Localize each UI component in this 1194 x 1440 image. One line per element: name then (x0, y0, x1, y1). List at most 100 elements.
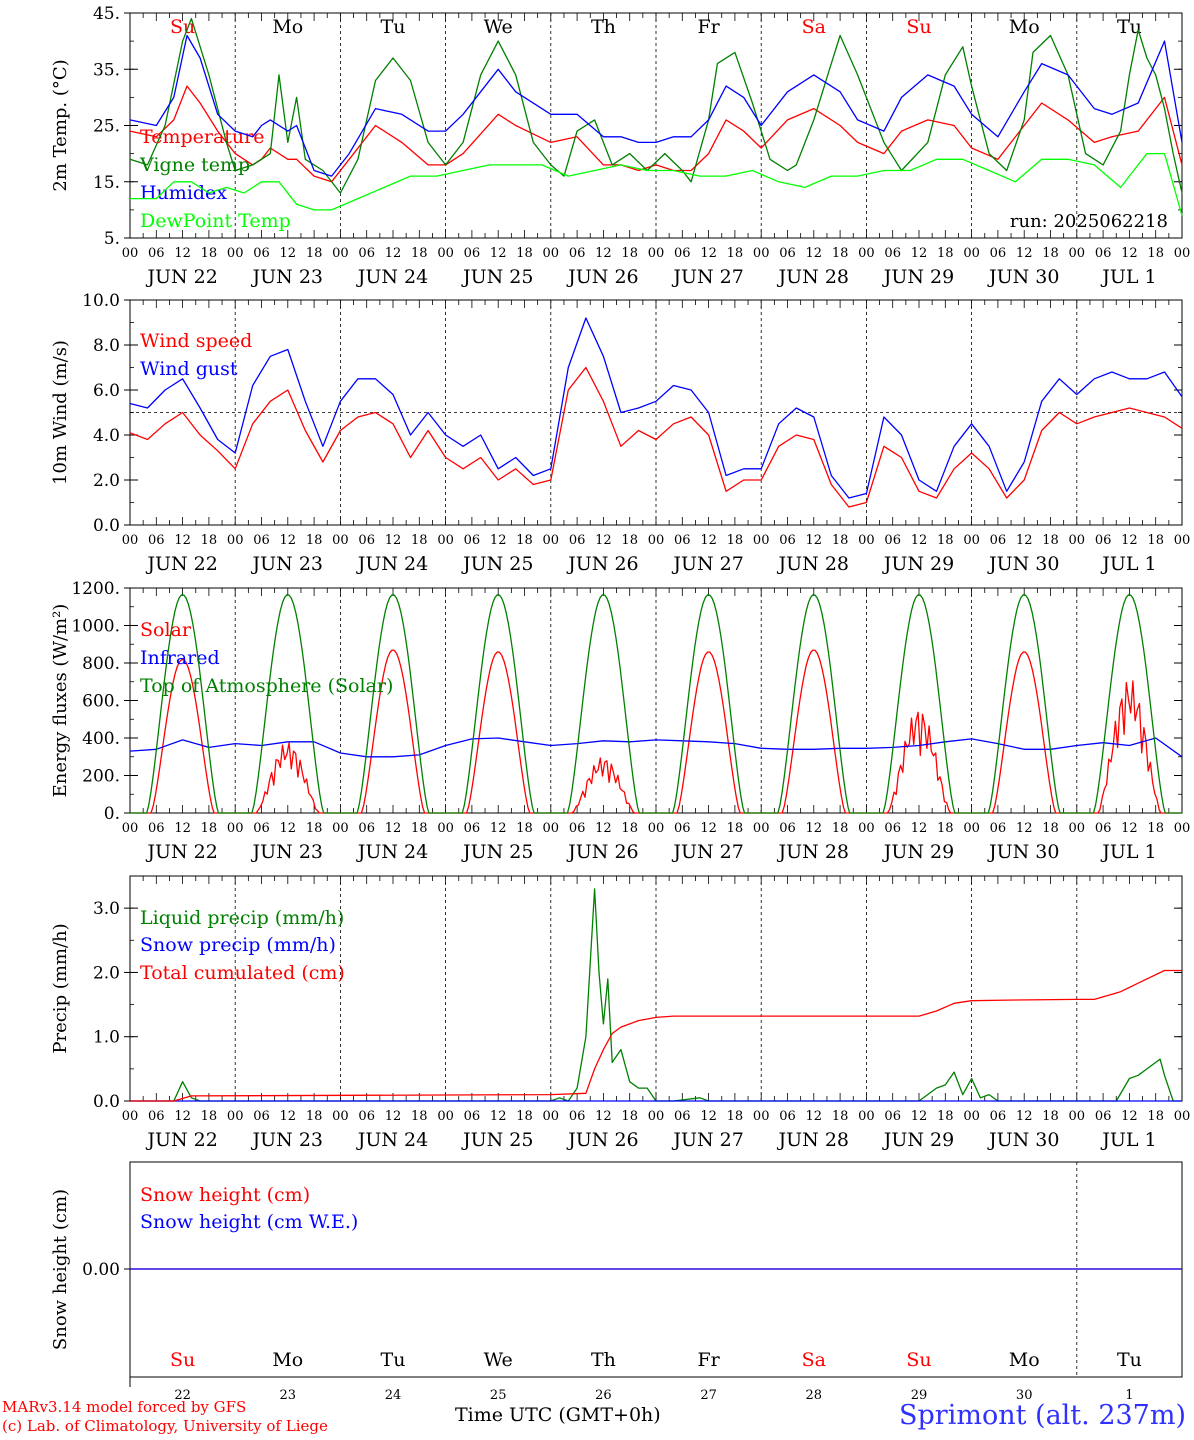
hour-tick-label: 00 (1069, 533, 1086, 548)
hour-tick-label: 06 (884, 533, 901, 548)
hour-tick-label: 18 (411, 246, 428, 261)
hour-tick-label: 06 (569, 1109, 586, 1124)
y-tick-label: 6.0 (93, 381, 120, 401)
hour-tick-label: 06 (779, 1109, 796, 1124)
hour-tick-label: 06 (569, 246, 586, 261)
hour-tick-label: 12 (490, 246, 507, 261)
hour-tick-label: 00 (122, 246, 139, 261)
day-label: JUN 26 (566, 1129, 638, 1151)
weekday-label: Sa (802, 1349, 826, 1371)
hour-tick-label: 00 (858, 1109, 875, 1124)
day-label: JUN 25 (461, 553, 533, 575)
hour-tick-label: 00 (753, 533, 770, 548)
day-label: JUN 29 (882, 1129, 954, 1151)
legend-snow-height-cm: Snow height (cm) (140, 1184, 310, 1206)
hour-tick-label: 18 (621, 533, 638, 548)
y-tick-label: 1.0 (93, 1028, 120, 1048)
hour-tick-label: 00 (332, 1109, 349, 1124)
y-tick-label: 8.0 (93, 336, 120, 356)
hour-tick-label: 06 (253, 1109, 270, 1124)
weekday-label: Th (591, 1349, 616, 1371)
day-label: JUN 22 (145, 553, 217, 575)
hour-tick-label: 12 (911, 533, 928, 548)
y-tick-label: 2.0 (93, 471, 120, 491)
hour-tick-label: 06 (1095, 533, 1112, 548)
y-tick-label: 10.0 (82, 291, 120, 311)
panel-4: 00 06 12 18 00 06 12 18 00 06 12 18 00 06 12 18 00 06 12 18… (50, 875, 1190, 1151)
hour-tick-label: 12 (174, 821, 191, 836)
hour-tick-label: 18 (411, 533, 428, 548)
hour-tick-label: 00 (543, 246, 560, 261)
legend-total-cumulated-cm: Total cumulated (cm) (140, 962, 345, 984)
hour-tick-label: 00 (753, 821, 770, 836)
model-credit: MARv3.14 model forced by GFS (c) Lab. of… (2, 1398, 328, 1436)
hour-tick-label: 06 (884, 1109, 901, 1124)
day-label: JUN 24 (356, 266, 428, 288)
panel-3: 00 06 12 18 00 06 12 18 00 06 12 18 00 06 12 18 00 06 12 18… (50, 579, 1190, 863)
y-axis-label: Energy fluxes (W/m²) (50, 604, 71, 798)
weekday-label: Tu (1117, 16, 1142, 38)
hour-tick-label: 18 (516, 533, 533, 548)
weekday-label: Mo (1009, 16, 1040, 38)
day-label: JUN 27 (671, 841, 743, 863)
series-top-of-atmosphere-solar-line (130, 594, 1182, 814)
hour-tick-label: 06 (1095, 246, 1112, 261)
hour-tick-label: 00 (227, 246, 244, 261)
hour-tick-label: 12 (174, 246, 191, 261)
hour-tick-label: 12 (806, 1109, 823, 1124)
weekday-label: Mo (272, 16, 303, 38)
hour-tick-label: 06 (674, 246, 691, 261)
hour-tick-label: 12 (490, 533, 507, 548)
y-tick-label: 0.0 (93, 1092, 120, 1112)
hour-tick-label: 18 (306, 246, 323, 261)
hour-tick-label: 12 (806, 533, 823, 548)
legend-top-of-atmosphere-solar: Top of Atmosphere (Solar) (140, 675, 393, 697)
series-infrared-line (129, 737, 1183, 758)
legend-solar: Solar (140, 619, 192, 641)
hour-tick-label: 18 (411, 1109, 428, 1124)
hour-tick-label: 00 (648, 1109, 665, 1124)
y-axis-label: Snow height (cm) (50, 1189, 71, 1350)
hour-tick-label: 00 (753, 246, 770, 261)
legend-humidex: Humidex (140, 182, 227, 204)
y-axis-label: 2m Temp. (°C) (50, 59, 71, 191)
day-number-label: 27 (700, 1388, 717, 1403)
day-label: JUN 27 (671, 553, 743, 575)
legend-vigne-temp: Vigne temp (139, 154, 250, 176)
hour-tick-label: 18 (516, 821, 533, 836)
hour-tick-label: 06 (1095, 1109, 1112, 1124)
weekday-label: Mo (1009, 1349, 1040, 1371)
day-label: JUN 24 (356, 841, 428, 863)
hour-tick-label: 00 (858, 821, 875, 836)
hour-tick-label: 00 (227, 533, 244, 548)
hour-tick-label: 12 (174, 1109, 191, 1124)
x-axis-title: Time UTC (GMT+0h) (455, 1404, 661, 1426)
station-name: Sprimont (alt. 237m) (899, 1400, 1186, 1431)
hour-tick-label: 06 (779, 533, 796, 548)
hour-tick-label: 18 (832, 533, 849, 548)
hour-tick-label: 12 (700, 533, 717, 548)
day-label: JUN 26 (566, 266, 638, 288)
day-label: JUN 26 (566, 553, 638, 575)
hour-tick-label: 18 (1042, 1109, 1059, 1124)
hour-tick-label: 12 (700, 821, 717, 836)
y-tick-label: 45. (93, 4, 120, 24)
y-tick-label: 600. (82, 692, 120, 712)
hour-tick-label: 12 (490, 821, 507, 836)
hour-tick-label: 06 (253, 533, 270, 548)
hour-tick-label: 00 (648, 533, 665, 548)
hour-tick-label: 06 (884, 246, 901, 261)
hour-tick-label: 18 (1147, 246, 1164, 261)
hour-tick-label: 18 (1147, 533, 1164, 548)
legend-infrared: Infrared (140, 647, 220, 669)
hour-tick-label: 00 (543, 821, 560, 836)
y-tick-label: 0.00 (82, 1260, 120, 1280)
weekday-label: Su (170, 16, 195, 38)
hour-tick-label: 18 (621, 1109, 638, 1124)
hour-tick-label: 12 (806, 821, 823, 836)
day-label: JUN 28 (777, 553, 849, 575)
hour-tick-label: 06 (358, 1109, 375, 1124)
hour-tick-label: 12 (490, 1109, 507, 1124)
hour-tick-label: 12 (1016, 246, 1033, 261)
